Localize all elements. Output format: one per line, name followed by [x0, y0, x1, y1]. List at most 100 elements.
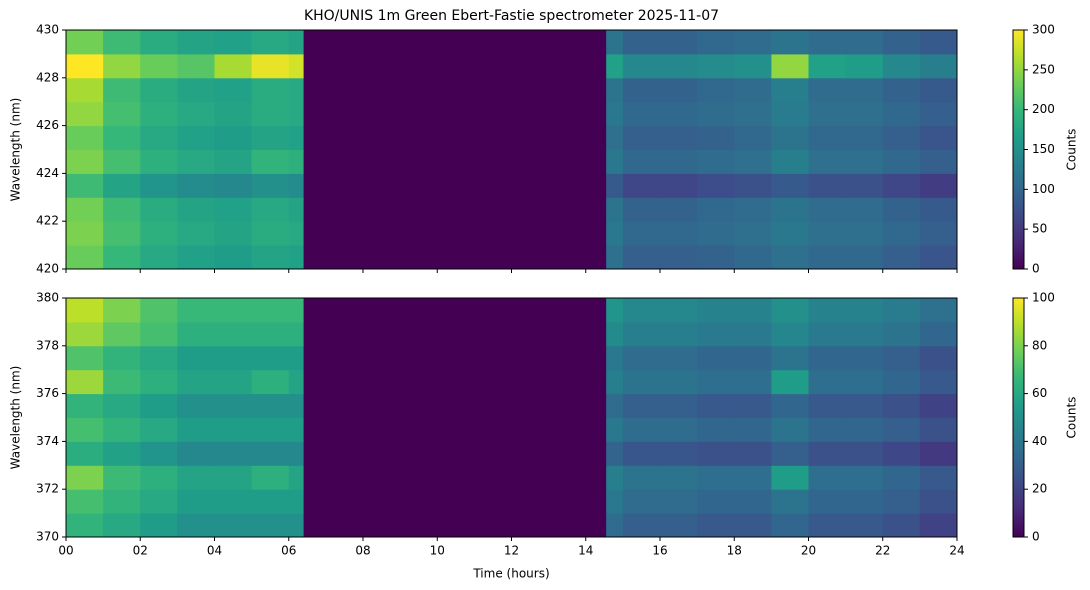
heatmap-cell — [177, 298, 215, 323]
heatmap-cell — [214, 393, 253, 418]
heatmap-cell — [882, 441, 921, 466]
heatmap-cell — [622, 513, 661, 538]
heatmap-cell — [177, 197, 215, 222]
heatmap-cell — [697, 321, 735, 347]
heatmap-cell — [103, 77, 141, 103]
x-tick-label: 02 — [133, 544, 148, 558]
heatmap-cell — [177, 149, 215, 174]
heatmap-cell — [771, 245, 809, 270]
heatmap-cell — [882, 77, 921, 103]
heatmap-cell — [734, 465, 772, 490]
heatmap-cell — [251, 149, 290, 174]
heatmap-cell — [697, 53, 735, 79]
heatmap-cell — [882, 149, 921, 174]
heatmap-cell — [177, 53, 215, 79]
heatmap-cell — [660, 173, 698, 198]
heatmap-cell — [606, 465, 624, 490]
heatmap-cell — [771, 197, 809, 222]
colorbar — [1012, 29, 1025, 270]
x-tick-label: 08 — [355, 544, 370, 558]
heatmap-cell — [606, 30, 624, 55]
heatmap-cell — [697, 441, 735, 466]
heatmap-cell — [845, 245, 884, 270]
heatmap-cell — [177, 30, 215, 55]
heatmap-cell — [845, 53, 884, 79]
colorbar-label: Counts — [1065, 129, 1079, 171]
heatmap-cell — [303, 417, 607, 442]
heatmap-cell — [214, 77, 253, 103]
heatmap-cell — [697, 149, 735, 174]
heatmap-cell — [771, 465, 809, 490]
heatmap-cell — [303, 173, 607, 198]
heatmap-cell — [882, 369, 921, 395]
heatmap-cell — [214, 345, 253, 371]
heatmap-cell — [214, 321, 253, 347]
heatmap-cell — [214, 441, 253, 466]
heatmap-cell — [697, 298, 735, 323]
heatmap-cell — [622, 53, 661, 79]
heatmap-cell — [66, 465, 104, 490]
heatmap-cell — [303, 101, 607, 127]
heatmap-cell — [140, 513, 178, 538]
heatmap-cell — [808, 345, 847, 371]
heatmap-cell — [734, 345, 772, 371]
heatmap-cell — [882, 197, 921, 222]
heatmap-cell — [919, 298, 958, 323]
y-tick-label: 372 — [36, 482, 59, 496]
heatmap-cell — [734, 101, 772, 127]
heatmap-cell — [771, 441, 809, 466]
heatmap-cell — [919, 101, 958, 127]
heatmap-cell — [808, 441, 847, 466]
heatmap-cell — [303, 489, 607, 514]
heatmap-cell — [919, 321, 958, 347]
heatmap-cell — [919, 53, 958, 79]
heatmap-cell — [103, 197, 141, 222]
heatmap-cell — [808, 465, 847, 490]
heatmap-cell — [697, 345, 735, 371]
heatmap-cell — [808, 417, 847, 442]
heatmap-cell — [660, 489, 698, 514]
heatmap-cell — [606, 489, 624, 514]
heatmap-cell — [140, 125, 178, 150]
colorbar-tick-label: 250 — [1032, 62, 1055, 76]
y-tick-label: 424 — [36, 166, 59, 180]
heatmap-cell — [622, 221, 661, 246]
heatmap-cell — [66, 101, 104, 127]
heatmap-cell — [103, 173, 141, 198]
heatmap-cell — [103, 441, 141, 466]
heatmap-cell — [214, 125, 253, 150]
heatmap-cell — [103, 30, 141, 55]
heatmap-cell — [808, 173, 847, 198]
colorbar-tick-label: 20 — [1032, 482, 1047, 496]
heatmap-cell — [919, 245, 958, 270]
heatmap-cell — [919, 369, 958, 395]
heatmap-cell — [660, 417, 698, 442]
heatmap-cell — [845, 369, 884, 395]
heatmap-cell — [288, 393, 305, 418]
heatmap-cell — [771, 77, 809, 103]
colorbar-tick-label: 50 — [1032, 222, 1047, 236]
heatmap-cell — [882, 173, 921, 198]
heatmap-cell — [660, 465, 698, 490]
heatmap-cell — [103, 321, 141, 347]
heatmap-cell — [622, 321, 661, 347]
heatmap-cell — [808, 513, 847, 538]
heatmap-cell — [303, 245, 607, 270]
heatmap-cell — [214, 245, 253, 270]
heatmap-cell — [251, 53, 290, 79]
heatmap-cell — [771, 369, 809, 395]
heatmap-cell — [103, 393, 141, 418]
heatmap-cell — [697, 393, 735, 418]
heatmap-cell — [251, 77, 290, 103]
colorbar-tick-label: 60 — [1032, 386, 1047, 400]
chart-title: KHO/UNIS 1m Green Ebert-Fastie spectrome… — [304, 8, 719, 24]
heatmap-cell — [882, 513, 921, 538]
heatmap-cell — [845, 513, 884, 538]
heatmap-cell — [251, 197, 290, 222]
heatmap-cell — [734, 173, 772, 198]
heatmap-cell — [734, 321, 772, 347]
heatmap-cell — [697, 173, 735, 198]
heatmap-cell — [697, 369, 735, 395]
heatmap-cell — [66, 149, 104, 174]
heatmap-cell — [177, 465, 215, 490]
